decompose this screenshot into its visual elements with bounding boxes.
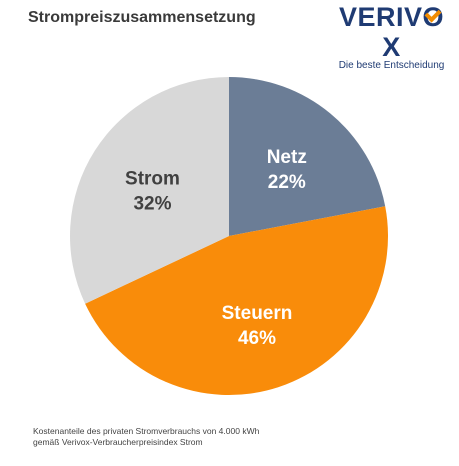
pie-labels: Netz 22% Steuern 46% Strom 32% [125, 147, 307, 349]
brand-tagline: Die beste Entscheidung [338, 60, 445, 71]
slice-value-strom: 32% [133, 193, 171, 214]
brand-o-mark: O [422, 2, 445, 32]
pie-slice-strom [69, 76, 229, 304]
slice-label-netz: Netz [267, 147, 307, 168]
slice-label-steuern: Steuern [222, 303, 293, 324]
footnote: Kostenanteile des privaten Stromverbrauc… [33, 426, 259, 448]
pie-slice-netz [229, 77, 386, 236]
footnote-line-2: gemäß Verivox-Verbraucherpreisindex Stro… [33, 437, 203, 447]
chart-title: Strompreiszusammensetzung [28, 9, 256, 26]
slice-label-strom: Strom [125, 168, 180, 189]
slice-value-netz: 22% [268, 172, 306, 193]
pie-slices [69, 76, 388, 395]
brand-logo: VERIVO X Die beste Entscheidung [334, 2, 449, 71]
slice-value-steuern: 46% [238, 328, 276, 349]
footnote-line-1: Kostenanteile des privaten Stromverbrauc… [33, 426, 260, 436]
pie-slice-steuern [85, 206, 388, 395]
brand-name: VERIVO X [338, 2, 445, 62]
